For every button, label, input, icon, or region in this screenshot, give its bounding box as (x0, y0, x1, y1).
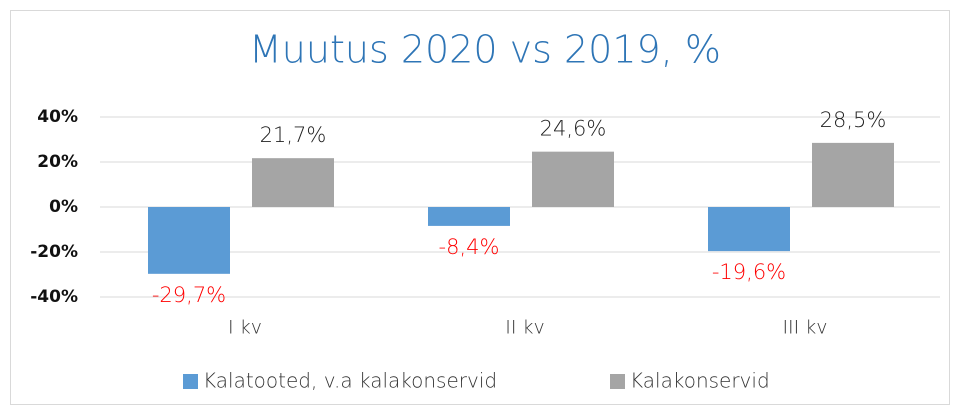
bar (708, 207, 790, 252)
x-tick-label: III kv (782, 317, 827, 339)
data-label: 21,7% (260, 123, 327, 147)
legend-swatch (183, 374, 198, 389)
chart-title: Muutus 2020 vs 2019, % (249, 28, 721, 72)
bar (148, 207, 230, 274)
y-tick-label: 40% (37, 107, 78, 127)
y-tick-label: 0% (49, 197, 78, 217)
y-tick-label: -40% (30, 287, 78, 307)
data-label: -29,7% (152, 283, 226, 307)
data-label: 28,5% (820, 108, 887, 132)
bar (812, 142, 894, 207)
x-tick-label: I kv (228, 317, 262, 339)
y-tick-label: 20% (37, 152, 78, 172)
y-tick-label: -20% (30, 242, 78, 262)
x-tick-label: II kv (505, 317, 545, 339)
data-label: 24,6% (540, 117, 607, 141)
data-label: -19,6% (712, 260, 786, 284)
legend-swatch (610, 374, 625, 389)
bar (428, 207, 510, 226)
legend-label: Kalatooted, v.a kalakonservid (203, 369, 497, 393)
legend-label: Kalakonservid (630, 369, 770, 393)
bar (252, 158, 334, 207)
data-label: -8,4% (439, 235, 500, 259)
bar (532, 151, 614, 207)
